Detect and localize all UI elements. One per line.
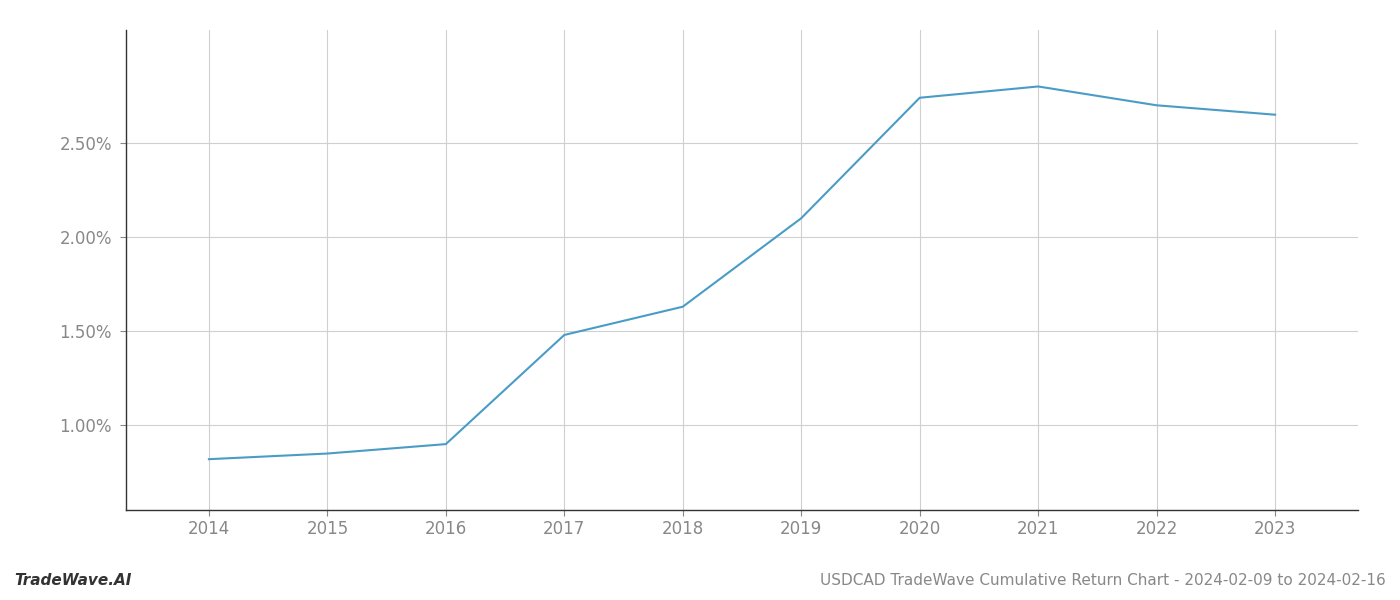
Text: TradeWave.AI: TradeWave.AI bbox=[14, 573, 132, 588]
Text: USDCAD TradeWave Cumulative Return Chart - 2024-02-09 to 2024-02-16: USDCAD TradeWave Cumulative Return Chart… bbox=[820, 573, 1386, 588]
